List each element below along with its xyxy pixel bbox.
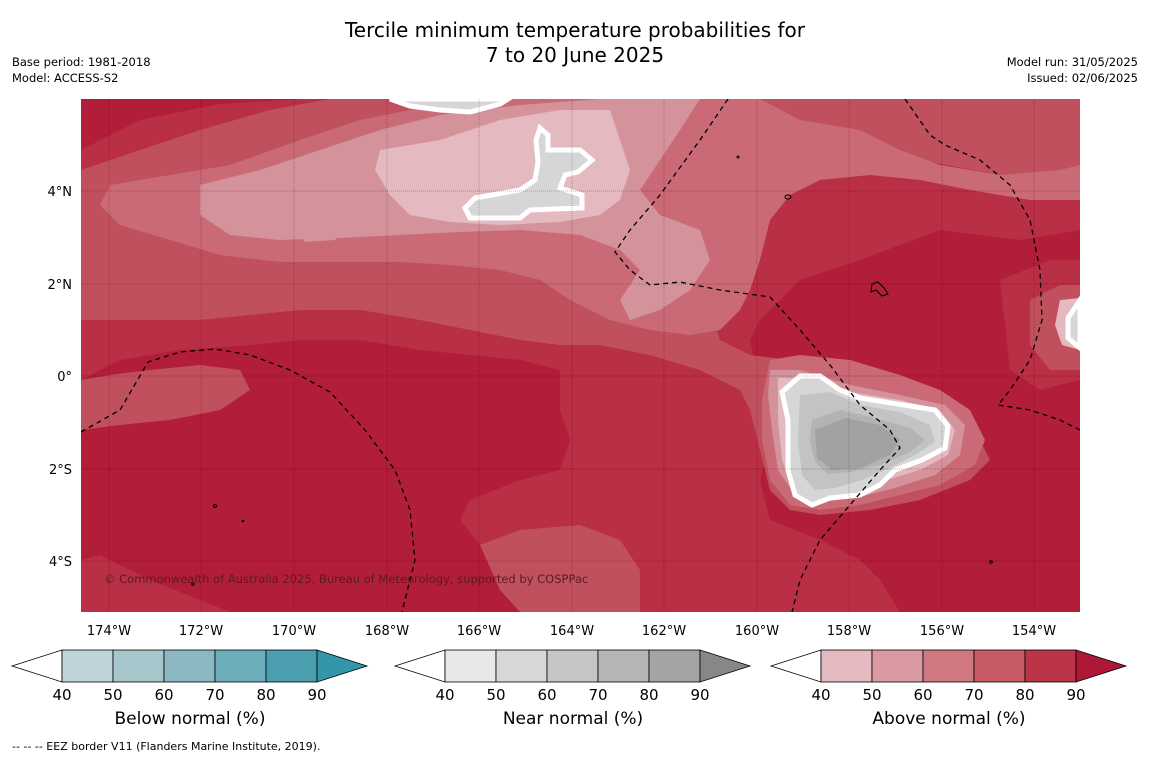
colorbar-swatch: [1024, 649, 1077, 683]
lon-label-174w: 174°W: [87, 624, 131, 639]
above-50-patch-small: [340, 184, 365, 200]
lon-label-160w: 160°W: [735, 624, 779, 639]
model-run-info: Model run: 31/05/2025 Issued: 02/06/2025: [1007, 54, 1138, 86]
map-field: © Commonwealth of Australia 2025, Bureau…: [81, 99, 1080, 612]
eez-border-east: [904, 99, 1080, 431]
colorbar-tick: 40: [52, 686, 71, 704]
longitude-labels: 174°W 172°W 170°W 168°W 166°W 164°W 162°…: [87, 624, 1056, 639]
above-50-patch-west: [298, 212, 345, 242]
colorbar-swatch: [871, 649, 924, 683]
map-title: Tercile minimum temperature probabilitie…: [0, 18, 1150, 68]
near-50-north-top: [389, 99, 513, 115]
probability-map: © Commonwealth of Australia 2025, Bureau…: [48, 99, 1080, 639]
island: [213, 504, 217, 508]
lon-label-162w: 162°W: [642, 624, 686, 639]
colorbar-tick: 70: [588, 686, 607, 704]
near-80-equator: [815, 418, 900, 470]
island: [191, 582, 195, 586]
colorbar-tick: 40: [811, 686, 830, 704]
title-line-2: 7 to 20 June 2025: [485, 43, 665, 67]
colorbar-tick: 50: [862, 686, 881, 704]
colorbar-tick: 90: [1066, 686, 1085, 704]
colorbar-title-above: Above normal (%): [872, 709, 1026, 729]
latitude-labels: 4°N 2°N 0° 2°S 4°S: [48, 185, 73, 570]
colorbar-title-near: Near normal (%): [502, 709, 644, 729]
colorbar-swatch: [163, 649, 216, 683]
near-50-north-blob: [461, 123, 596, 221]
colorbar-arrow-min: [769, 649, 822, 683]
colorbar-tick: 50: [486, 686, 505, 704]
colorbar-swatch: [973, 649, 1026, 683]
island: [736, 155, 740, 159]
lat-label-2n: 2°N: [48, 278, 73, 293]
colorbar-swatch: [61, 649, 114, 683]
colorbar-swatch: [820, 649, 873, 683]
colorbar-tick: 70: [205, 686, 224, 704]
colorbar-tick: 40: [435, 686, 454, 704]
eez-border-central: [614, 99, 901, 612]
islands: [191, 155, 993, 586]
copyright-text: © Commonwealth of Australia 2025, Bureau…: [104, 572, 588, 586]
base-period-info: Base period: 1981-2018 Model: ACCESS-S2: [12, 54, 151, 86]
lon-label-170w: 170°W: [272, 624, 316, 639]
colorbar-swatch: [444, 649, 497, 683]
colorbar-tick: 70: [964, 686, 983, 704]
colorbar-arrow-max: [1075, 649, 1128, 683]
lat-label-4n: 4°N: [48, 185, 73, 200]
title-line-1: Tercile minimum temperature probabilitie…: [344, 18, 806, 42]
colorbar-tick: 80: [1015, 686, 1034, 704]
eez-border-west: [81, 348, 416, 612]
model-run: Model run: 31/05/2025: [1006, 55, 1138, 69]
colorbar-tick: 90: [690, 686, 709, 704]
island: [870, 281, 889, 297]
colorbar-above-normal: 40 50 60 70 80 90: [769, 649, 1128, 704]
lon-label-166w: 166°W: [457, 624, 501, 639]
colorbar-tick: 60: [537, 686, 556, 704]
lat-label-2s: 2°S: [49, 463, 72, 478]
eez-footnote: -- -- -- EEZ border V11 (Flanders Marine…: [12, 740, 321, 753]
island: [989, 560, 993, 564]
near-50-east-edge: [1065, 295, 1080, 352]
colorbar-below-normal: 40 50 60 70 80 90: [10, 649, 369, 704]
colorbar-tick: 60: [154, 686, 173, 704]
colorbar-swatch: [265, 649, 318, 683]
base-period: Base period: 1981-2018: [12, 55, 151, 69]
colorbar-swatch: [214, 649, 267, 683]
colorbar-arrow-max: [316, 649, 369, 683]
eez-borders: [81, 99, 1080, 612]
island: [784, 194, 792, 200]
colorbar-tick: 80: [256, 686, 275, 704]
colorbar-tick: 90: [307, 686, 326, 704]
colorbar-swatch: [922, 649, 975, 683]
colorbar-arrow-min: [10, 649, 63, 683]
lon-label-172w: 172°W: [179, 624, 223, 639]
colorbar-arrow-max: [699, 649, 752, 683]
island: [241, 519, 245, 523]
colorbar-swatch: [648, 649, 701, 683]
lon-label-164w: 164°W: [550, 624, 594, 639]
lon-label-156w: 156°W: [920, 624, 964, 639]
lon-label-168w: 168°W: [365, 624, 409, 639]
colorbar-tick: 50: [103, 686, 122, 704]
lat-label-0: 0°: [57, 370, 72, 385]
colorbar-arrow-min: [393, 649, 446, 683]
colorbar-title-below: Below normal (%): [114, 709, 266, 729]
colorbar-swatch: [495, 649, 548, 683]
above-80-southwest: [81, 555, 230, 612]
colorbar-tick: 60: [913, 686, 932, 704]
lon-label-154w: 154°W: [1012, 624, 1056, 639]
lat-label-4s: 4°S: [49, 555, 72, 570]
above-70-south-patch: [480, 525, 640, 612]
lon-label-158w: 158°W: [827, 624, 871, 639]
colorbar-near-normal: 40 50 60 70 80 90: [393, 649, 752, 704]
above-70-west-patch: [81, 365, 250, 430]
colorbar-tick: 80: [639, 686, 658, 704]
graticule: [81, 99, 1080, 612]
issued-date: Issued: 02/06/2025: [1027, 71, 1138, 85]
colorbar-swatch: [112, 649, 165, 683]
colorbar-swatch: [546, 649, 599, 683]
colorbar-swatch: [597, 649, 650, 683]
model-name: Model: ACCESS-S2: [12, 71, 119, 85]
